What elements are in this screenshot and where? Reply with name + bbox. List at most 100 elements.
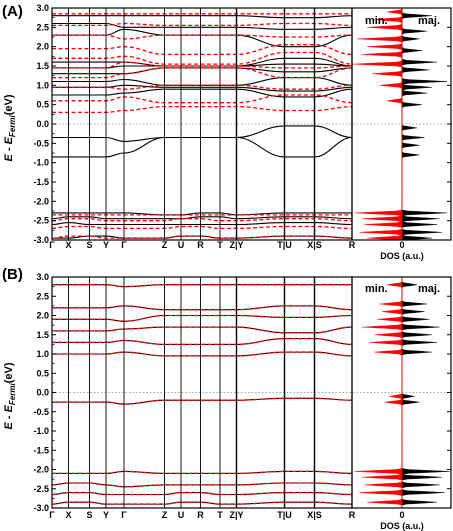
kpoint-label-2: S	[86, 510, 92, 520]
ytick-label: 1.5	[36, 330, 49, 340]
kpoint-label-4: Γ	[121, 240, 127, 250]
kpoint-label-1: X	[65, 510, 71, 520]
kpoint-label-12: R	[349, 510, 356, 520]
ytick-label: 0.0	[36, 119, 49, 129]
panel-a-kpoint-labels: Γ X S Y Γ Z U R T Z|Y T|U X|S R	[49, 240, 355, 250]
panel-a-maj-label: maj.	[418, 15, 440, 27]
ytick-label: 0.0	[36, 388, 49, 398]
kpoint-label-5: Z	[162, 240, 168, 250]
band-maj-1	[51, 222, 353, 226]
band-min-5	[51, 94, 353, 104]
kpoint-label-3: Y	[103, 240, 109, 250]
panel-b-maj-label: maj.	[418, 283, 440, 295]
panel-a-ylabel-sub: Fermi	[8, 115, 17, 138]
band-maj-7	[52, 84, 353, 92]
ytick-label: -1.0	[33, 426, 49, 436]
ytick-label: -1.5	[33, 445, 49, 455]
band-min-11	[52, 34, 353, 40]
ytick-label: -3.0	[33, 503, 49, 513]
panel-b-axes	[51, 276, 452, 509]
kpoint-label-6: U	[178, 510, 185, 520]
ytick-label: 3.0	[36, 3, 49, 13]
kpoint-label-5: Z	[162, 510, 168, 520]
band-maj-11	[52, 57, 353, 67]
band-maj-7	[51, 326, 353, 334]
ytick-label: -1.0	[33, 158, 49, 168]
panel-b-min-label: min.	[365, 283, 388, 295]
panel-a-min-label: min.	[365, 15, 388, 27]
ytick-label: 2.0	[36, 311, 49, 321]
band-min-4	[52, 105, 353, 114]
kpoint-label-11: X|S	[307, 240, 322, 250]
panel-b-label: (B)	[2, 266, 23, 283]
panel-a-label: (A)	[2, 3, 23, 20]
band-maj-4	[51, 397, 353, 405]
panel-b: (B) E - EFermi(eV) -3.0 -2.5 -2.0 -1.5 -1.0 -…	[2, 266, 452, 531]
kpoint-label-4: Γ	[121, 510, 127, 520]
panel-a-ylabel: E - EFermi(eV)	[3, 94, 17, 161]
band-min-6	[52, 337, 353, 346]
ytick-label: 2.5	[36, 291, 49, 301]
panel-a-bands	[51, 13, 353, 239]
panel-b-ylabel-unit: (eV)	[3, 362, 15, 383]
kpoint-label-1: X	[65, 240, 71, 250]
kpoint-label-9: Z|Y	[229, 510, 243, 520]
ytick-label: -2.5	[33, 216, 49, 226]
panel-a-tick-labels: -3.0 -2.5 -2.0 -1.5 -1.0 -0.5 0.0 0.5 1.0 1.5 2.0 2…	[33, 3, 49, 245]
svg-text:E - EFermi(eV): E - EFermi(eV)	[3, 94, 17, 161]
ytick-label: 2.0	[36, 42, 49, 52]
panel-b-dos	[354, 277, 450, 508]
ytick-label: 1.0	[36, 349, 49, 359]
panel-b-kpoint-labels: Γ X S Y Γ Z U R T Z|Y T|U X|S R	[49, 510, 355, 520]
band-maj-6	[52, 338, 353, 345]
band-maj-8	[52, 314, 353, 322]
kpoint-label-7: R	[197, 510, 204, 520]
kpoint-label-8: T	[217, 510, 223, 520]
band-maj-8	[52, 77, 353, 86]
dos-frame	[351, 7, 452, 241]
ytick-label: -3.0	[33, 235, 49, 245]
kpoint-label-8: T	[217, 240, 223, 250]
band-maj-9	[51, 67, 353, 75]
band-maj-4	[52, 136, 353, 158]
panel-b-ylabel-sub: Fermi	[8, 383, 17, 406]
panel-b-dos-zero: 0	[399, 510, 404, 520]
kpoint-label-0: Γ	[49, 240, 55, 250]
ytick-label: 2.5	[36, 22, 49, 32]
ytick-label: -2.0	[33, 465, 49, 475]
panel-b-bands	[51, 284, 353, 505]
band-maj-5	[51, 125, 353, 142]
ytick-label: -0.5	[33, 138, 49, 148]
panel-b-ylabel-main: E - E	[3, 404, 15, 429]
kpoint-label-7: R	[197, 240, 204, 250]
panel-a: (A) E - EFermi(eV) -3.0 -2.5 -2.0 -1.5 -1.0 -…	[2, 3, 452, 261]
kpoint-label-0: Γ	[49, 510, 55, 520]
ytick-label: -2.0	[33, 196, 49, 206]
panel-a-ylabel-main: E - E	[3, 136, 15, 161]
panel-a-axes	[51, 7, 452, 241]
ytick-label: -2.5	[33, 484, 49, 494]
band-min-4	[51, 397, 353, 405]
kpoint-label-10: T|U	[277, 240, 292, 250]
ytick-label: 1.5	[36, 61, 49, 71]
band-maj-13	[52, 22, 353, 30]
band-min-8	[52, 61, 353, 69]
kpoint-label-11: X|S	[307, 510, 322, 520]
kpoint-label-12: R	[349, 240, 356, 250]
panel-a-dos-label: DOS (a.u.)	[380, 251, 424, 261]
band-min-8	[52, 314, 353, 322]
kpoint-label-3: Y	[103, 510, 109, 520]
panel-b-tick-labels: -3.0 -2.5 -2.0 -1.5 -1.0 -0.5 0.0 0.5 1.0 1.5 2.0 2…	[33, 272, 49, 513]
band-min-2	[51, 218, 353, 222]
panel-b-dos-label: DOS (a.u.)	[380, 521, 424, 531]
kpoint-label-9: Z|Y	[229, 240, 243, 250]
svg-text:E - EFermi(eV): E - EFermi(eV)	[3, 362, 17, 429]
dos-minority-curve	[351, 7, 403, 241]
ytick-label: -1.5	[33, 177, 49, 187]
ytick-label: -0.5	[33, 407, 49, 417]
band-maj-14	[51, 15, 353, 19]
ytick-label: 1.0	[36, 80, 49, 90]
kpoint-label-6: U	[178, 240, 185, 250]
panel-a-dos-zero: 0	[399, 240, 404, 250]
